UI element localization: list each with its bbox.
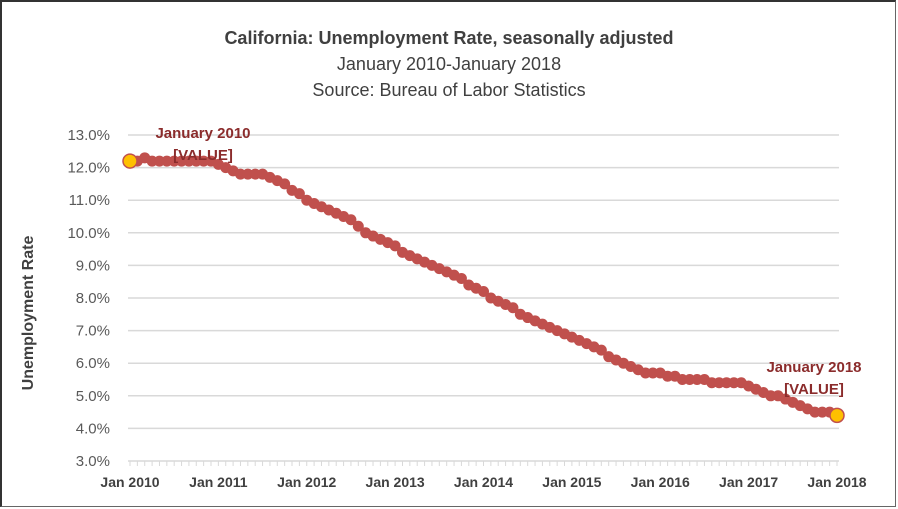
data-point <box>345 214 357 226</box>
x-tick-label: Jan 2012 <box>277 474 336 490</box>
y-tick-label: 10.0% <box>67 225 110 242</box>
x-tick-label: Jan 2015 <box>542 474 601 490</box>
y-tick-label: 4.0% <box>76 420 110 437</box>
y-axis-title: Unemployment Rate <box>20 236 37 391</box>
annotations: January 2010 [VALUE] January 2018 [VALUE] <box>155 125 861 398</box>
chart-source: Source: Bureau of Labor Statistics <box>312 80 585 100</box>
annotation-label: January 2018 <box>766 359 861 376</box>
y-tick-label: 9.0% <box>76 257 110 274</box>
x-tick-label: Jan 2018 <box>807 474 866 490</box>
highlight-point <box>829 407 845 424</box>
y-tick-label: 7.0% <box>76 323 110 340</box>
chart-subtitle: January 2010-January 2018 <box>337 54 561 74</box>
y-axis-ticks: 3.0% 4.0% 5.0% 6.0% 7.0% 8.0% 9.0% 10.0% 11.0% 12… <box>67 127 110 470</box>
x-tick-label: Jan 2010 <box>100 474 159 490</box>
x-axis-ticks: Jan 2010 Jan 2011 Jan 2012 Jan 2013 Jan 2014… <box>100 474 866 490</box>
y-tick-label: 5.0% <box>76 388 110 405</box>
chart-title: California: Unemployment Rate, seasonall… <box>224 28 673 48</box>
x-tick-label: Jan 2016 <box>631 474 690 490</box>
data-point <box>293 188 305 200</box>
annotation-value: [VALUE] <box>784 381 844 398</box>
y-tick-label: 13.0% <box>67 127 110 144</box>
y-tick-label: 3.0% <box>76 453 110 470</box>
gridlines <box>128 134 839 430</box>
x-tick-label: Jan 2017 <box>719 474 778 490</box>
x-tick-label: Jan 2014 <box>454 474 513 490</box>
data-point <box>389 240 401 252</box>
data-point <box>352 220 364 232</box>
data-point <box>478 285 489 297</box>
y-tick-label: 6.0% <box>76 355 110 372</box>
data-point <box>279 178 291 190</box>
y-tick-label: 11.0% <box>69 192 110 209</box>
data-point <box>507 302 519 314</box>
annotation-label: January 2010 <box>155 125 250 142</box>
highlight-point <box>122 153 138 169</box>
data-point <box>595 344 607 356</box>
x-tick-label: Jan 2013 <box>366 474 425 490</box>
annotation-value: [VALUE] <box>173 147 233 164</box>
data-point <box>455 272 467 284</box>
y-tick-label: 8.0% <box>76 290 110 307</box>
x-axis <box>128 460 839 466</box>
data-series <box>122 152 845 424</box>
x-tick-label: Jan 2011 <box>189 474 248 490</box>
y-tick-label: 12.0% <box>67 160 110 177</box>
